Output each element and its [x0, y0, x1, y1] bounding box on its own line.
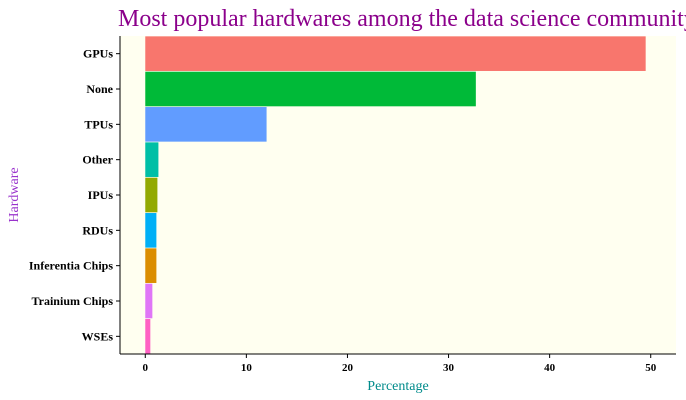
bar-none	[145, 71, 476, 107]
bar-rdus	[145, 213, 157, 248]
category-label: RDUs	[82, 223, 113, 237]
category-label: WSEs	[82, 329, 114, 343]
x-ticks: 0 10 20 30 40 50	[143, 354, 657, 374]
bars-group	[145, 36, 646, 354]
x-tick-label: 50	[645, 362, 657, 374]
category-label: GPUs	[83, 47, 113, 61]
category-label: Inferentia Chips	[29, 259, 113, 273]
category-labels: GPUs None TPUs Other IPUs RDUs Inferentia Chip…	[29, 47, 120, 343]
chart-title: Most popular hardwares among the data sc…	[118, 6, 686, 32]
bar-wses	[145, 319, 151, 354]
bar-ipus	[145, 177, 158, 213]
category-label: Trainium Chips	[32, 294, 114, 308]
y-axis-title: Hardware	[7, 167, 22, 222]
x-tick-label: 40	[544, 362, 556, 374]
bar-other	[145, 142, 159, 177]
bar-gpus	[145, 36, 646, 71]
category-label: None	[86, 82, 113, 96]
x-tick-label: 0	[143, 362, 149, 374]
x-tick-label: 20	[342, 362, 354, 374]
category-label: IPUs	[88, 188, 114, 202]
bar-inferentia-chips	[145, 248, 157, 283]
category-label: Other	[82, 153, 113, 167]
x-axis-title: Percentage	[367, 379, 428, 394]
category-label: TPUs	[84, 117, 113, 131]
bar-tpus	[145, 107, 267, 142]
bar-trainium-chips	[145, 283, 153, 319]
x-tick-label: 30	[443, 362, 455, 374]
x-tick-label: 10	[241, 362, 253, 374]
